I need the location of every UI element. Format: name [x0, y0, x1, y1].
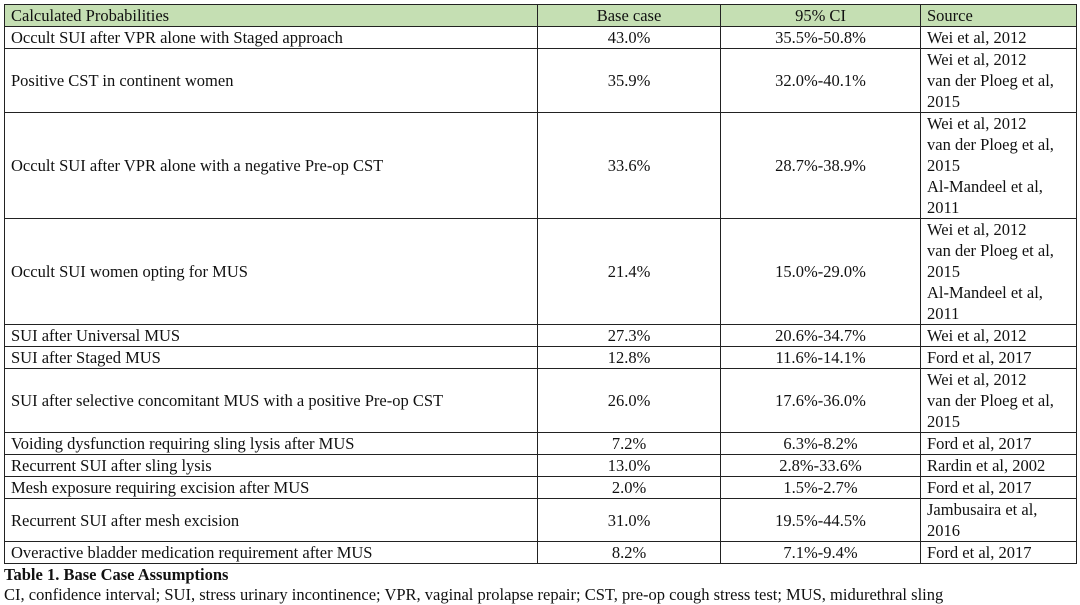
- source-reference: Al-Mandeel et al, 2011: [927, 283, 1043, 323]
- row-label: Mesh exposure requiring excision after M…: [4, 476, 538, 499]
- row-base-case: 12.8%: [537, 346, 721, 369]
- source-reference: Wei et al, 2012: [927, 28, 1027, 47]
- row-ci: 1.5%-2.7%: [720, 476, 921, 499]
- source-reference: Ford et al, 2017: [927, 543, 1032, 562]
- source-reference: van der Ploeg et al, 2015: [927, 71, 1054, 111]
- row-ci: 11.6%-14.1%: [720, 346, 921, 369]
- table-row: SUI after selective concomitant MUS with…: [4, 368, 1077, 433]
- row-sources: Wei et al, 2012 van der Ploeg et al, 2015…: [920, 112, 1077, 219]
- source-reference: van der Ploeg et al, 2015: [927, 391, 1054, 431]
- table-caption: Table 1. Base Case Assumptions: [4, 565, 229, 584]
- table-body: Occult SUI after VPR alone with Staged a…: [4, 26, 1077, 564]
- row-ci: 15.0%-29.0%: [720, 218, 921, 325]
- table-row: SUI after Staged MUS 12.8% 11.6%-14.1% Ford…: [4, 346, 1077, 369]
- row-sources: Wei et al, 2012 van der Ploeg et al, 2015…: [920, 218, 1077, 325]
- row-sources: Wei et al, 2012: [920, 324, 1077, 347]
- source-reference: Jambusaira et al, 2016: [927, 500, 1038, 540]
- row-base-case: 26.0%: [537, 368, 721, 433]
- table-row: Recurrent SUI after mesh excision 31.0% 19…: [4, 498, 1077, 542]
- table-row: Occult SUI after VPR alone with a negati…: [4, 112, 1077, 219]
- source-reference: Ford et al, 2017: [927, 478, 1032, 497]
- row-base-case: 31.0%: [537, 498, 721, 542]
- row-base-case: 21.4%: [537, 218, 721, 325]
- row-label: SUI after selective concomitant MUS with…: [4, 368, 538, 433]
- row-sources: Ford et al, 2017: [920, 476, 1077, 499]
- header-source: Source: [920, 4, 1077, 27]
- row-ci: 6.3%-8.2%: [720, 432, 921, 455]
- row-ci: 28.7%-38.9%: [720, 112, 921, 219]
- table-row: Mesh exposure requiring excision after M…: [4, 476, 1077, 499]
- source-reference: Ford et al, 2017: [927, 348, 1032, 367]
- row-sources: Ford et al, 2017: [920, 541, 1077, 564]
- row-ci: 35.5%-50.8%: [720, 26, 921, 49]
- row-ci: 17.6%-36.0%: [720, 368, 921, 433]
- source-reference: Ford et al, 2017: [927, 434, 1032, 453]
- source-reference: Al-Mandeel et al, 2011: [927, 177, 1043, 217]
- base-case-table: Calculated Probabilities Base case 95% C…: [4, 4, 1077, 564]
- row-label: Recurrent SUI after mesh excision: [4, 498, 538, 542]
- row-sources: Wei et al, 2012 van der Ploeg et al, 2015: [920, 368, 1077, 433]
- row-label: SUI after Staged MUS: [4, 346, 538, 369]
- header-base-case: Base case: [537, 4, 721, 27]
- row-base-case: 27.3%: [537, 324, 721, 347]
- row-base-case: 8.2%: [537, 541, 721, 564]
- source-reference: Wei et al, 2012: [927, 220, 1027, 239]
- row-label: Occult SUI women opting for MUS: [4, 218, 538, 325]
- row-sources: Ford et al, 2017: [920, 432, 1077, 455]
- table-row: Occult SUI after VPR alone with Staged a…: [4, 26, 1077, 49]
- row-base-case: 35.9%: [537, 48, 721, 113]
- row-base-case: 33.6%: [537, 112, 721, 219]
- row-sources: Jambusaira et al, 2016: [920, 498, 1077, 542]
- source-reference: Wei et al, 2012: [927, 114, 1027, 133]
- row-sources: Wei et al, 2012 van der Ploeg et al, 2015: [920, 48, 1077, 113]
- row-base-case: 7.2%: [537, 432, 721, 455]
- source-reference: van der Ploeg et al, 2015: [927, 241, 1054, 281]
- table-header-row: Calculated Probabilities Base case 95% C…: [4, 4, 1077, 27]
- table-row: Overactive bladder medication requiremen…: [4, 541, 1077, 564]
- row-sources: Ford et al, 2017: [920, 346, 1077, 369]
- document: Calculated Probabilities Base case 95% C…: [4, 4, 1077, 605]
- row-label: Voiding dysfunction requiring sling lysi…: [4, 432, 538, 455]
- row-label: Positive CST in continent women: [4, 48, 538, 113]
- table-row: SUI after Universal MUS 27.3% 20.6%-34.7% W…: [4, 324, 1077, 347]
- row-label: Overactive bladder medication requiremen…: [4, 541, 538, 564]
- table-row: Occult SUI women opting for MUS 21.4% 15.0…: [4, 218, 1077, 325]
- table-row: Voiding dysfunction requiring sling lysi…: [4, 432, 1077, 455]
- row-sources: Wei et al, 2012: [920, 26, 1077, 49]
- source-reference: van der Ploeg et al, 2015: [927, 135, 1054, 175]
- row-label: Occult SUI after VPR alone with a negati…: [4, 112, 538, 219]
- row-base-case: 43.0%: [537, 26, 721, 49]
- table-row: Positive CST in continent women 35.9% 32.0…: [4, 48, 1077, 113]
- source-reference: Wei et al, 2012: [927, 50, 1027, 69]
- row-ci: 7.1%-9.4%: [720, 541, 921, 564]
- row-label: SUI after Universal MUS: [4, 324, 538, 347]
- source-reference: Wei et al, 2012: [927, 370, 1027, 389]
- row-base-case: 2.0%: [537, 476, 721, 499]
- row-ci: 32.0%-40.1%: [720, 48, 921, 113]
- source-reference: Wei et al, 2012: [927, 326, 1027, 345]
- row-ci: 20.6%-34.7%: [720, 324, 921, 347]
- header-ci: 95% CI: [720, 4, 921, 27]
- table-footnote: CI, confidence interval; SUI, stress uri…: [4, 585, 944, 604]
- row-ci: 19.5%-44.5%: [720, 498, 921, 542]
- row-label: Occult SUI after VPR alone with Staged a…: [4, 26, 538, 49]
- header-probabilities: Calculated Probabilities: [4, 4, 538, 27]
